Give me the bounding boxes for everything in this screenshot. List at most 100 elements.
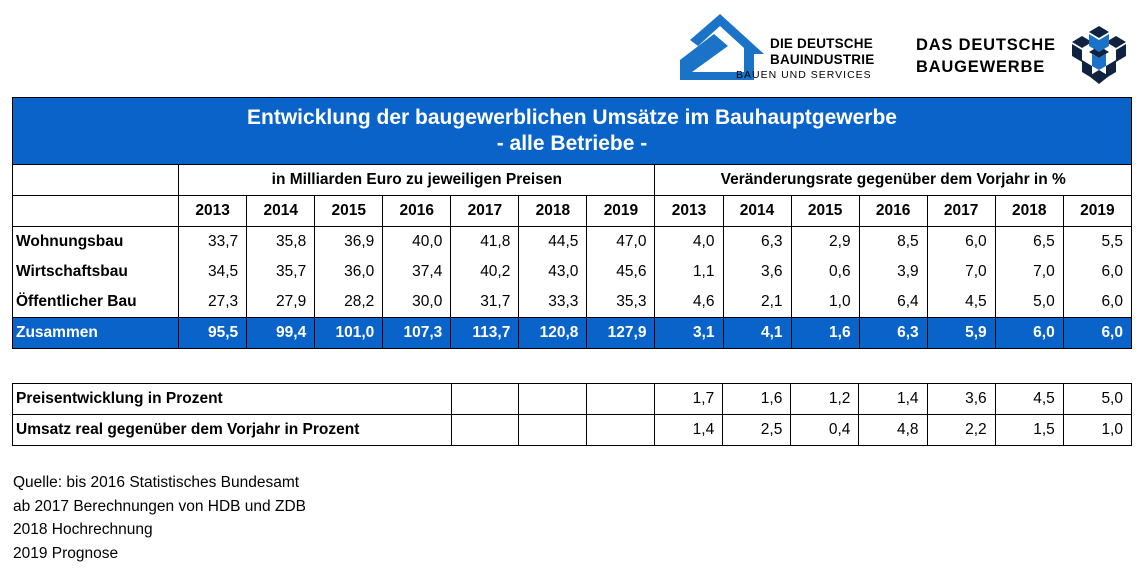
value-cell: 34,5 — [178, 257, 248, 287]
year-header-cell: 2015 — [314, 195, 384, 227]
rate-cell: 1,7 — [654, 383, 724, 415]
year-header-cell: 2017 — [926, 195, 996, 227]
hdb-logo-line1: DIE DEUTSCHE — [770, 36, 873, 51]
year-header-cell: 2014 — [722, 195, 792, 227]
value-cell: 40,0 — [382, 226, 452, 257]
value-cell: 47,0 — [586, 226, 656, 257]
empty-cell — [517, 383, 588, 415]
total-rate-cell: 6,3 — [858, 317, 928, 349]
rate-cell: 1,2 — [790, 383, 860, 415]
source-line-2: ab 2017 Berechnungen von HDB und ZDB — [13, 497, 306, 515]
table-title: Entwicklung der baugewerblichen Umsätze … — [12, 97, 1132, 165]
value-cell: 40,2 — [450, 257, 520, 287]
rate-cell: 1,4 — [858, 383, 928, 415]
value-cell: 27,3 — [178, 287, 248, 318]
empty-cell — [585, 414, 656, 446]
rate-cell: 5,0 — [1062, 383, 1133, 415]
source-line-4: 2019 Prognose — [13, 544, 119, 562]
year-header-cell: 2018 — [994, 195, 1064, 227]
table-row: Umsatz real gegenüber dem Vorjahr in Pro… — [12, 414, 1133, 446]
rate-cell: 4,8 — [858, 414, 928, 446]
empty-cell — [450, 414, 519, 446]
year-header-cell: 2016 — [858, 195, 928, 227]
year-header-cell: 2019 — [1062, 195, 1133, 227]
rate-cell: 1,5 — [994, 414, 1064, 446]
rate-cell: 6,5 — [994, 226, 1064, 257]
rate-cell: 3,6 — [722, 257, 792, 287]
total-value-cell: 113,7 — [450, 317, 520, 349]
total-value-cell: 99,4 — [246, 317, 316, 349]
rate-cell: 6,0 — [1062, 257, 1133, 287]
source-line-3: 2018 Hochrechnung — [13, 521, 153, 538]
source-note: Quelle: bis 2016 Statistisches Bundesamt… — [13, 471, 306, 565]
group-header-rates: Veränderungsrate gegenüber dem Vorjahr i… — [654, 164, 1132, 196]
value-cell: 28,2 — [314, 287, 384, 318]
rate-cell: 2,2 — [926, 414, 996, 446]
value-cell: 43,0 — [518, 257, 588, 287]
rate-cell: 4,0 — [654, 226, 724, 257]
rate-cell: 6,3 — [722, 226, 792, 257]
rate-cell: 5,5 — [1062, 226, 1133, 257]
rate-cell: 1,6 — [722, 383, 792, 415]
value-cell: 41,8 — [450, 226, 520, 257]
value-cell: 44,5 — [518, 226, 588, 257]
rate-cell: 1,0 — [1062, 414, 1133, 446]
rate-cell: 7,0 — [926, 257, 996, 287]
rate-cell: 1,0 — [790, 287, 860, 318]
year-header-cell: 2016 — [382, 195, 452, 227]
value-cell: 31,7 — [450, 287, 520, 318]
rate-cell: 3,6 — [926, 383, 996, 415]
value-cell: 45,6 — [586, 257, 656, 287]
table-title-line2: - alle Betriebe - — [496, 132, 648, 155]
year-header-cell: 2015 — [790, 195, 860, 227]
source-line-1: Quelle: bis 2016 Statistisches Bundesamt — [13, 474, 300, 491]
total-value-cell: 127,9 — [586, 317, 656, 349]
group-header-absolute: in Milliarden Euro zu jeweiligen Preisen — [178, 164, 656, 196]
rate-cell: 0,4 — [790, 414, 860, 446]
total-rate-cell: 4,1 — [722, 317, 792, 349]
rate-cell: 7,0 — [994, 257, 1064, 287]
year-header-row: 2013 2014 2015 2016 2017 2018 2019 2013 2014 2015… — [11, 195, 1133, 227]
row-label: Preisentwicklung in Prozent — [12, 383, 452, 415]
year-header-cell: 2013 — [178, 195, 248, 227]
rate-cell: 2,5 — [722, 414, 792, 446]
house-icon — [680, 14, 764, 80]
total-rate-cell: 3,1 — [654, 317, 724, 349]
value-cell: 35,3 — [586, 287, 656, 318]
revenue-table: Entwicklung der baugewerblichen Umsätze … — [11, 97, 1133, 349]
year-header-cell: 2017 — [450, 195, 520, 227]
total-value-cell: 120,8 — [518, 317, 588, 349]
value-cell: 37,4 — [382, 257, 452, 287]
year-header-cell: 2013 — [654, 195, 724, 227]
rate-cell: 1,4 — [654, 414, 724, 446]
total-rate-cell: 5,9 — [926, 317, 996, 349]
empty-cell — [585, 383, 656, 415]
year-empty-cell — [11, 195, 180, 227]
table-row: Wirtschaftsbau 34,5 35,7 36,0 37,4 40,2 43,0 45… — [11, 257, 1133, 287]
rate-cell: 0,6 — [790, 257, 860, 287]
year-header-cell: 2019 — [586, 195, 656, 227]
value-cell: 33,3 — [518, 287, 588, 318]
table-row: Öffentlicher Bau 27,3 27,9 28,2 30,0 31,7 33,3… — [11, 287, 1133, 318]
value-cell: 36,9 — [314, 226, 384, 257]
table-row: Wohnungsbau 33,7 35,8 36,9 40,0 41,8 44,5 47,0 4… — [11, 226, 1133, 257]
empty-cell — [517, 414, 588, 446]
total-value-cell: 101,0 — [314, 317, 384, 349]
total-row: Zusammen 95,5 99,4 101,0 107,3 113,7 120,8 127,… — [11, 317, 1133, 349]
rate-cell: 6,4 — [858, 287, 928, 318]
header-empty-cell — [11, 164, 180, 196]
value-cell: 30,0 — [382, 287, 452, 318]
total-value-cell: 107,3 — [382, 317, 452, 349]
rate-cell: 6,0 — [1062, 287, 1133, 318]
zdb-logo-line2: BAUGEWERBE — [916, 58, 1046, 76]
rate-cell: 1,1 — [654, 257, 724, 287]
value-cell: 27,9 — [246, 287, 316, 318]
rate-cell: 8,5 — [858, 226, 928, 257]
value-cell: 36,0 — [314, 257, 384, 287]
rate-cell: 6,0 — [926, 226, 996, 257]
row-label: Umsatz real gegenüber dem Vorjahr in Pro… — [12, 414, 452, 446]
zdb-logo-line1: DAS DEUTSCHE — [916, 36, 1056, 54]
row-label: Wirtschaftsbau — [11, 257, 180, 287]
hdb-logo-line3: BAUEN UND SERVICES — [736, 69, 872, 81]
hdb-logo: DIE DEUTSCHE BAUINDUSTRIE BAUEN UND SERV… — [676, 12, 876, 82]
